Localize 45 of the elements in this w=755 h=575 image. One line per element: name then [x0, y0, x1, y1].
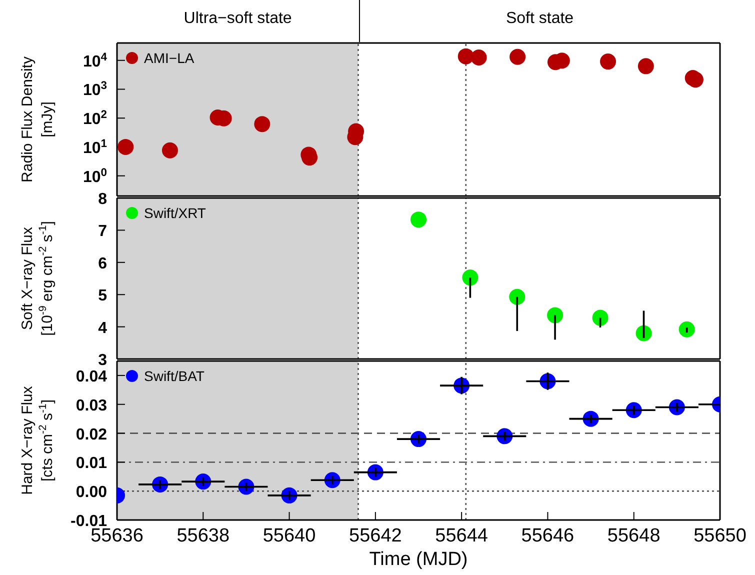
y-tick-label: 5	[98, 288, 108, 305]
y-tick-label: 10$^{0}$	[82, 166, 107, 186]
point	[592, 310, 608, 326]
y-tick-label: 8	[98, 191, 108, 208]
y-tick-label: 10$^{1}$	[82, 138, 107, 157]
legend-label: AMI−LA	[144, 50, 194, 66]
point	[600, 54, 616, 70]
x-tick-label: 55638	[176, 525, 230, 546]
legend-label: Swift/XRT	[144, 205, 206, 221]
y-tick-label: 7	[98, 223, 108, 240]
x-tick-label: 55642	[349, 525, 402, 546]
point	[638, 58, 654, 74]
y-tick-label: 0.00	[76, 484, 108, 502]
x-tick-label: 55650	[694, 525, 746, 546]
text: Soft state	[504, 10, 575, 28]
y-tick-label: 10$^{4}$	[82, 51, 108, 70]
point	[162, 142, 178, 158]
x-axis-title: Time (MJD)	[369, 549, 468, 570]
y-tick-label: 10$^{3}$	[82, 80, 107, 100]
point	[509, 288, 526, 305]
point	[510, 48, 526, 65]
x-tick-label: 55636	[90, 525, 144, 546]
y-tick-label: 0.02	[76, 426, 108, 444]
y-tick-label: 0.01	[76, 455, 108, 472]
y-tick-label: 10$^{2}$	[82, 109, 107, 128]
y-tick-label: 0.03	[76, 397, 108, 414]
point	[678, 321, 695, 338]
x-tick-label: 55644	[435, 525, 488, 546]
point	[636, 325, 652, 342]
legend-label: Swift/BAT	[144, 368, 204, 384]
y-tick-label: 4	[98, 320, 108, 337]
x-tick-label: 55640	[262, 525, 316, 546]
y-tick-label: 6	[98, 255, 108, 272]
point	[547, 307, 564, 324]
point	[118, 138, 134, 155]
y-tick-label: 0.04	[76, 368, 108, 386]
point	[462, 270, 478, 286]
y-tick-label: 3	[98, 352, 108, 369]
point	[254, 116, 270, 132]
x-tick-label: 55646	[521, 525, 574, 546]
point	[410, 212, 426, 228]
y-axis-title: Radio Flux Density [mJy]	[19, 56, 56, 182]
x-tick-label: 55648	[607, 525, 660, 546]
band-label: Ultra−soft state	[182, 10, 293, 28]
point	[470, 49, 487, 66]
